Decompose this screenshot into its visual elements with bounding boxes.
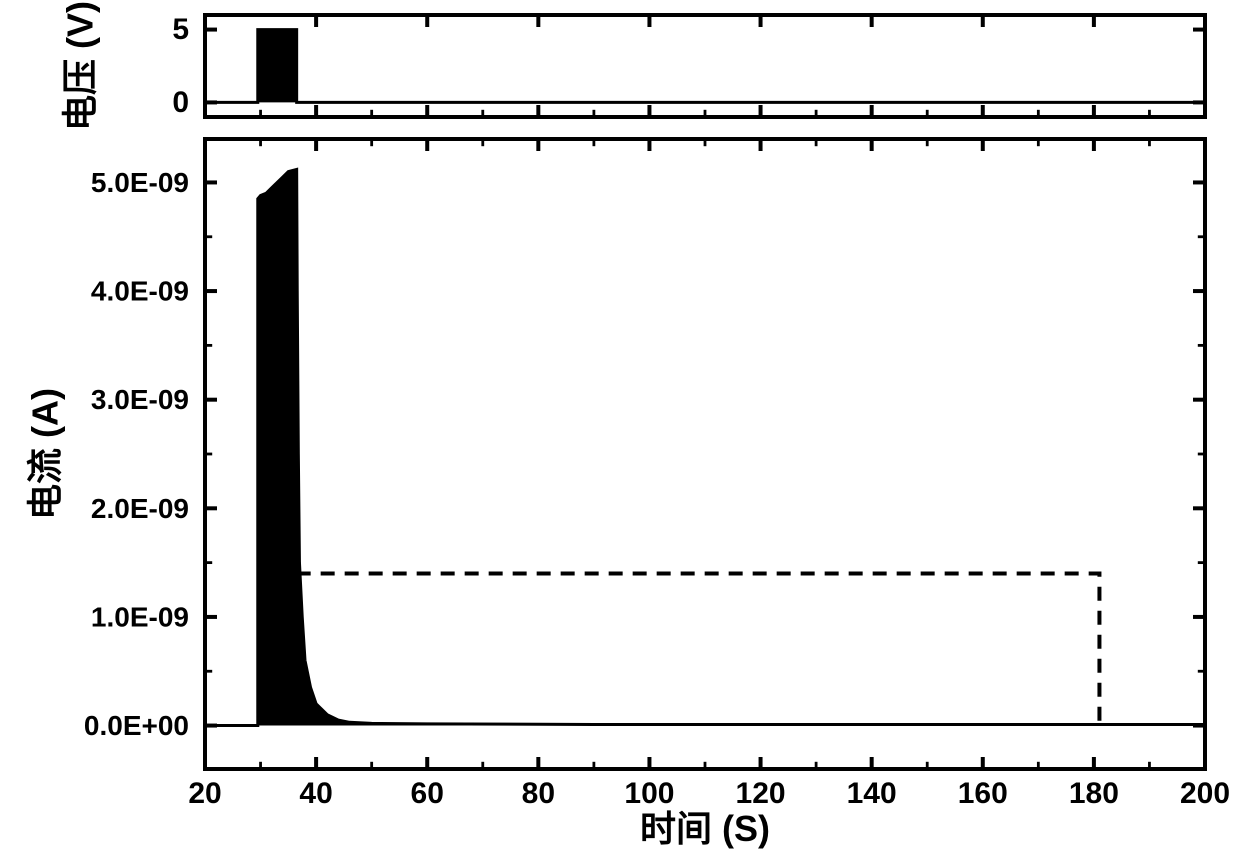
voltage-line: [205, 30, 1205, 103]
xtick-label: 60: [411, 777, 444, 810]
top-ylabel: 电压 (V): [60, 1, 101, 131]
bottom-ytick-label: 0.0E+00: [84, 710, 189, 741]
xtick-label: 160: [958, 777, 1008, 810]
xtick-label: 80: [522, 777, 555, 810]
bottom-ytick-label: 5.0E-09: [91, 167, 189, 198]
xtick-label: 180: [1069, 777, 1119, 810]
chart-svg: 0 5 电压 (V) 0.0E+00 1.0E-09 2.0E-09 3.0E-09 4.0E…: [0, 0, 1240, 854]
bottom-ytick-label: 3.0E-09: [91, 384, 189, 415]
xtick-label: 100: [624, 777, 674, 810]
bottom-ytick-label: 2.0E-09: [91, 493, 189, 524]
current-line: [205, 169, 1205, 725]
top-ytick-label: 0: [172, 86, 189, 119]
xlabel: 时间 (S): [640, 808, 770, 849]
xtick-label: 200: [1180, 777, 1230, 810]
dashed-box: [297, 573, 1100, 725]
voltage-series: [205, 30, 1205, 103]
current-fill: [205, 169, 1205, 725]
xtick-label: 40: [299, 777, 332, 810]
chart-container: { "figure": { "width": 1240, "height": 8…: [0, 0, 1240, 854]
top-ytick-label: 5: [172, 13, 189, 46]
bottom-ylabel: 电流 (A): [25, 388, 66, 520]
bottom-panel-frame: [205, 139, 1205, 769]
bottom-ytick-label: 1.0E-09: [91, 601, 189, 632]
bottom-ytick-label: 4.0E-09: [91, 276, 189, 307]
xtick-label: 140: [847, 777, 897, 810]
xtick-label: 20: [188, 777, 221, 810]
xtick-label: 120: [736, 777, 786, 810]
